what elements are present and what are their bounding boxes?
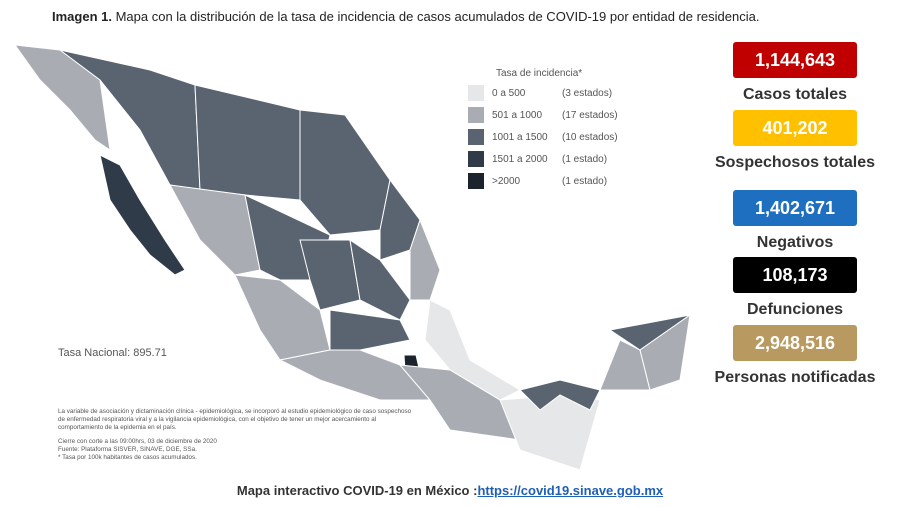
stat: 2,948,516 Personas notificadas xyxy=(700,325,890,387)
legend-swatch xyxy=(468,107,484,123)
legend-item: >2000 (1 estado) xyxy=(468,170,618,192)
legend-swatch xyxy=(468,85,484,101)
note: * Tasa por 100k habitantes de casos acum… xyxy=(58,454,197,461)
legend-count: (10 estados) xyxy=(562,131,618,143)
legend-count: (1 estado) xyxy=(562,153,608,165)
state xyxy=(639,313,691,391)
state xyxy=(299,239,361,311)
state xyxy=(409,218,441,301)
legend-range: 1501 a 2000 xyxy=(492,153,548,165)
state xyxy=(329,309,411,351)
legend-swatch xyxy=(468,151,484,167)
stat-value: 1,402,671 xyxy=(733,190,857,226)
note: Cierre con corte a las 09:00hrs, 03 de d… xyxy=(58,438,217,445)
legend-swatch xyxy=(468,129,484,145)
note: La variable de asociación y dictaminació… xyxy=(58,408,412,431)
stat-label: Casos totales xyxy=(742,86,848,103)
state xyxy=(424,299,522,401)
legend-item: 1501 a 2000 (1 estado) xyxy=(468,148,618,170)
stat-label: Defunciones xyxy=(746,301,843,318)
state xyxy=(379,178,421,261)
note: Fuente: Plataforma SISVER, SINAVE, DGE, … xyxy=(58,446,197,453)
footer-link[interactable]: https://covid19.sinave.gob.mx xyxy=(477,483,664,498)
stat-value: 2,948,516 xyxy=(733,325,857,361)
legend-swatch xyxy=(468,173,484,189)
state xyxy=(299,109,391,236)
legend-range: 1001 a 1500 xyxy=(492,131,548,143)
stat-value: 401,202 xyxy=(733,110,857,146)
state xyxy=(349,238,411,321)
legend: Tasa de incidencia* 0 a 500 (3 estados) 50… xyxy=(468,68,618,192)
stat-label: Personas notificadas xyxy=(714,369,876,386)
legend-range: 501 a 1000 xyxy=(492,109,543,121)
legend-range: >2000 xyxy=(492,175,521,187)
stat-value: 1,144,643 xyxy=(733,42,857,78)
state xyxy=(99,154,186,276)
legend-count: (1 estado) xyxy=(562,175,608,187)
legend-count: (17 estados) xyxy=(562,109,618,121)
legend-item: 501 a 1000 (17 estados) xyxy=(468,104,618,126)
legend-range: 0 a 500 xyxy=(492,87,526,99)
legend-title: Tasa de incidencia* xyxy=(496,68,583,79)
legend-count: (3 estados) xyxy=(562,87,613,99)
state xyxy=(169,184,261,276)
title-label: Imagen 1. xyxy=(52,9,112,24)
title-text: Mapa con la distribución de la tasa de i… xyxy=(115,9,760,24)
stat: 401,202 Sospechosos totales xyxy=(700,110,890,172)
title: Imagen 1. Mapa con la distribución de la… xyxy=(52,9,759,24)
state xyxy=(194,84,301,201)
notes: La variable de asociación y dictaminació… xyxy=(58,408,418,462)
footer: Mapa interactivo COVID-19 en México :htt… xyxy=(0,483,900,498)
stat: 108,173 Defunciones xyxy=(700,257,890,319)
national-rate: Tasa Nacional: 895.71 xyxy=(58,347,167,359)
legend-item: 0 a 500 (3 estados) xyxy=(468,82,618,104)
stat-label: Sospechosos totales xyxy=(714,154,876,171)
stat-value: 108,173 xyxy=(733,257,857,293)
footer-text: Mapa interactivo COVID-19 en México : xyxy=(236,483,478,498)
stat: 1,144,643 Casos totales xyxy=(700,42,890,104)
map xyxy=(13,44,691,471)
stat: 1,402,671 Negativos xyxy=(700,190,890,252)
legend-item: 1001 a 1500 (10 estados) xyxy=(468,126,618,148)
state xyxy=(519,379,601,411)
stat-label: Negativos xyxy=(756,234,834,251)
